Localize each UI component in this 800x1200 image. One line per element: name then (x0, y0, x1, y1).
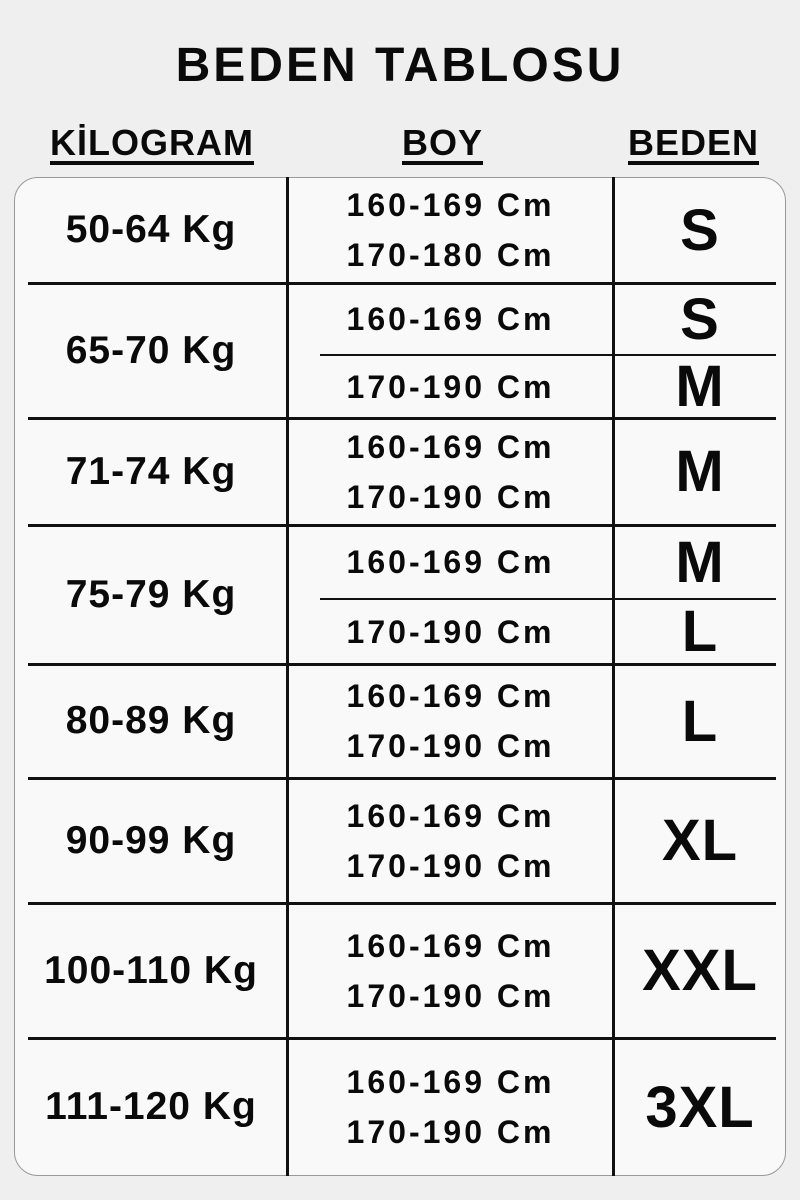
sub-row-divider (320, 354, 776, 356)
size-table (14, 177, 786, 1176)
sub-row-divider (320, 598, 776, 600)
size-cell: XXL (642, 938, 758, 1003)
size-cell: S (680, 197, 720, 263)
header-boy: BOY (402, 122, 484, 163)
column-divider (612, 177, 615, 1176)
kg-cell: 80-89 Kg (65, 699, 237, 742)
size-cell: L (681, 688, 719, 754)
boy-range: 160-169 Cm (346, 1064, 555, 1100)
size-cell: L (681, 599, 719, 664)
kg-cell: 65-70 Kg (65, 328, 237, 372)
boy-range: 160-169 Cm (346, 678, 555, 714)
page-title: BEDEN TABLOSU (175, 39, 625, 92)
boy-cell: 160-169 Cm 170-190 Cm (288, 418, 613, 525)
size-cell: M (675, 354, 725, 419)
boy-cell: 160-169 Cm 170-190 Cm (288, 664, 613, 778)
row-divider (28, 282, 776, 285)
kg-cell: 111-120 Kg (45, 1085, 257, 1128)
kg-cell: 90-99 Kg (65, 818, 237, 862)
size-cell: M (675, 439, 725, 504)
row-divider (28, 524, 776, 527)
row-divider (28, 902, 776, 905)
kg-cell: 71-74 Kg (65, 449, 237, 493)
row-divider (28, 1037, 776, 1040)
boy-range: 170-190 Cm (346, 478, 555, 515)
boy-cell: 170-190 Cm (346, 368, 555, 405)
header-kilogram: KİLOGRAM (50, 122, 254, 163)
boy-cell: 170-190 Cm (346, 613, 555, 650)
boy-cell: 160-169 Cm 170-190 Cm (288, 778, 613, 903)
size-cell: M (675, 529, 725, 595)
boy-range: 170-190 Cm (346, 1114, 555, 1150)
boy-range: 160-169 Cm (346, 797, 555, 834)
kg-cell: 50-64 Kg (65, 208, 237, 251)
boy-range: 170-180 Cm (346, 237, 555, 273)
boy-cell: 160-169 Cm 170-180 Cm (288, 177, 613, 283)
boy-range: 170-190 Cm (346, 728, 555, 764)
boy-cell: 160-169 Cm (346, 544, 555, 580)
size-cell: S (680, 286, 720, 352)
size-cell: 3XL (645, 1074, 755, 1140)
boy-cell: 160-169 Cm 170-190 Cm (288, 903, 613, 1038)
kg-cell: 100-110 Kg (44, 948, 258, 992)
column-divider (286, 177, 289, 1176)
row-divider (28, 663, 776, 666)
boy-cell: 160-169 Cm (346, 301, 555, 337)
size-cell: XL (661, 808, 739, 873)
boy-range: 170-190 Cm (346, 847, 555, 884)
row-divider (28, 417, 776, 420)
row-divider (28, 777, 776, 780)
boy-range: 160-169 Cm (346, 428, 555, 465)
header-beden: BEDEN (628, 122, 760, 163)
boy-range: 160-169 Cm (346, 927, 555, 964)
boy-cell: 160-169 Cm 170-190 Cm (288, 1038, 613, 1176)
kg-cell: 75-79 Kg (65, 572, 237, 616)
boy-range: 160-169 Cm (346, 187, 555, 223)
boy-range: 170-190 Cm (346, 977, 555, 1014)
